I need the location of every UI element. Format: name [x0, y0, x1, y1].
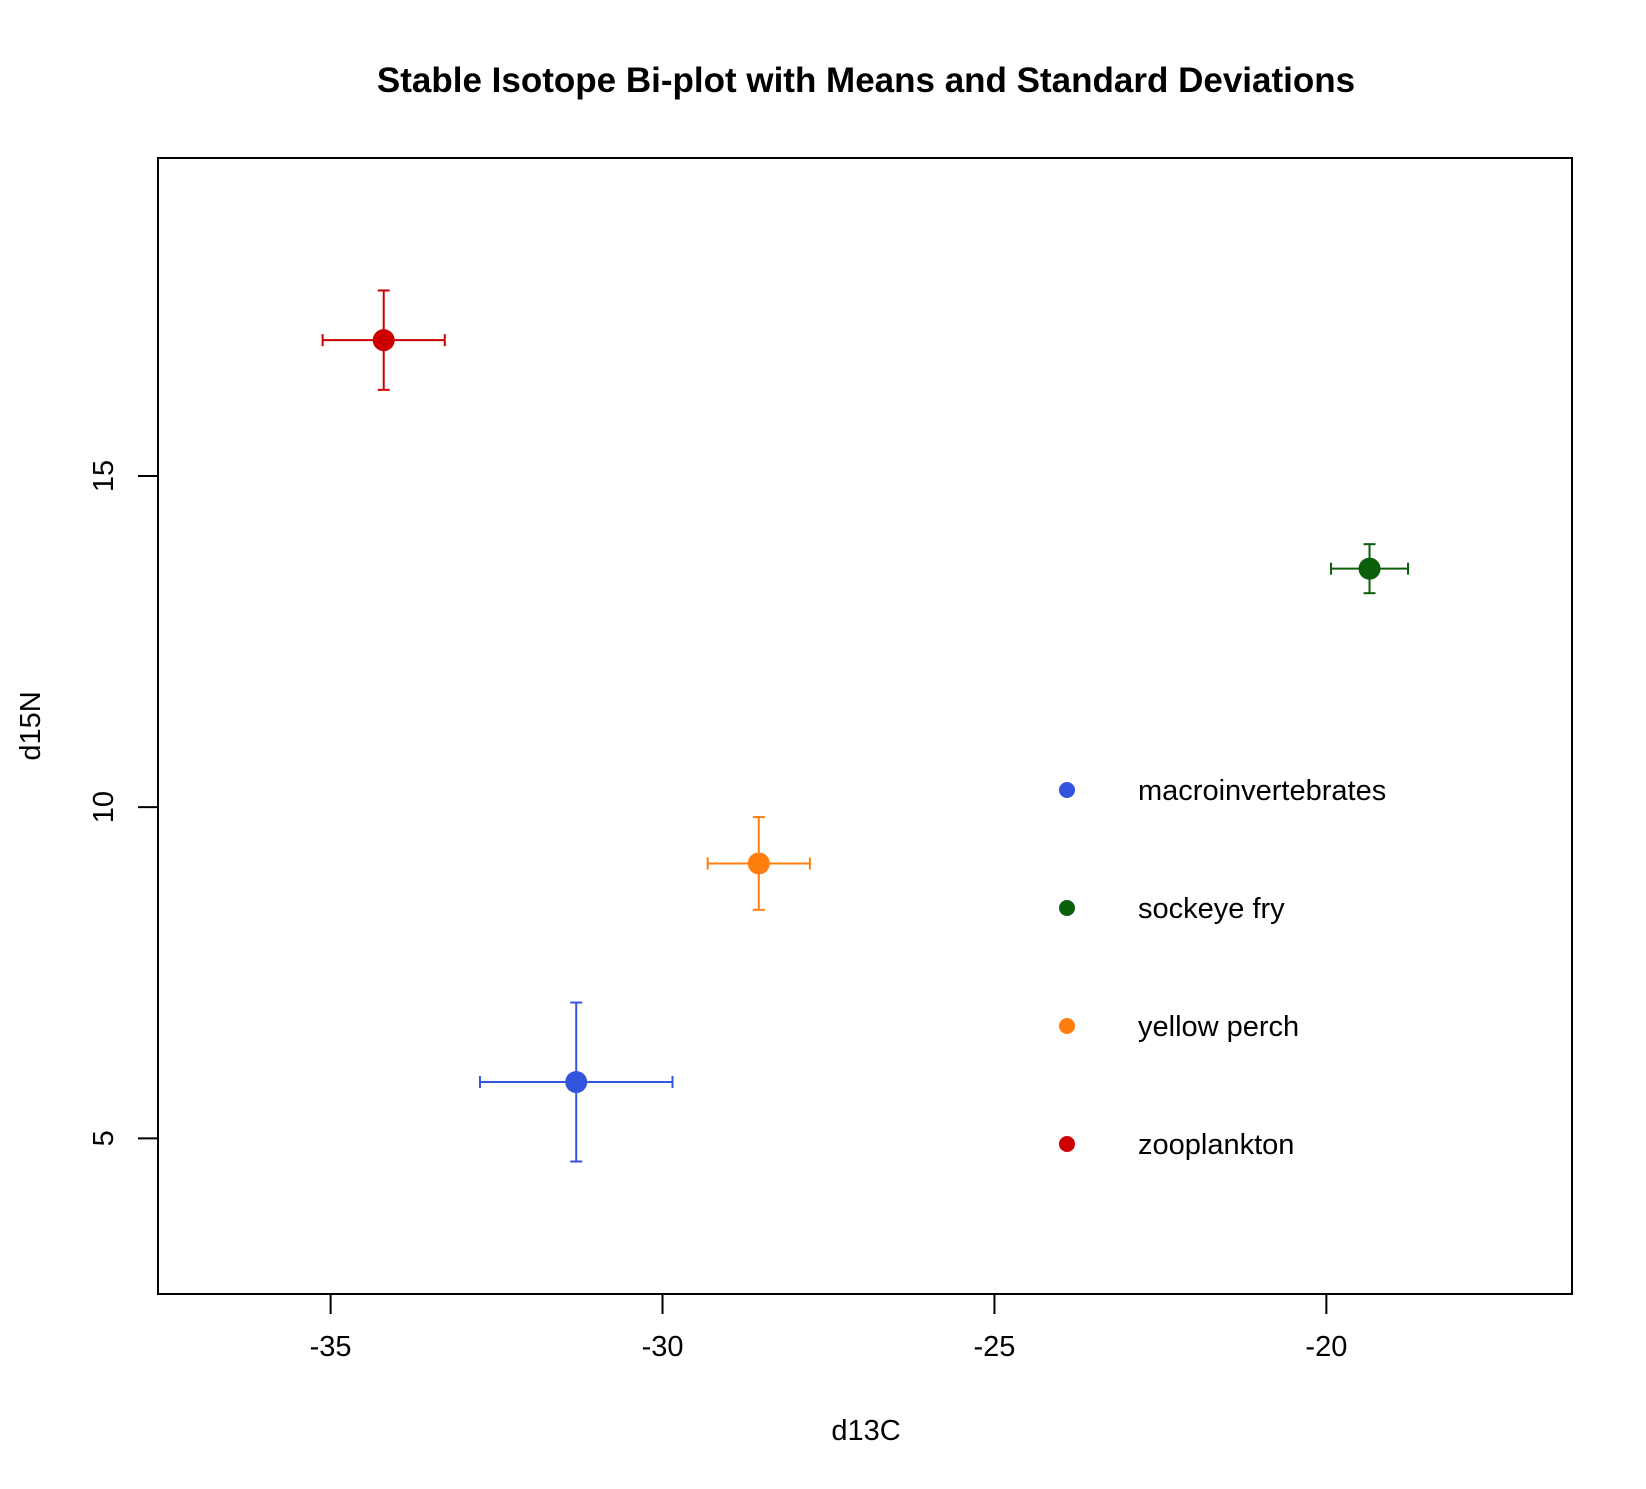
x-axis-label: d13C: [831, 1415, 900, 1447]
legend-label: sockeye fry: [1138, 893, 1285, 925]
series-layer: [321, 289, 1410, 1163]
y-axis: 5 10 15: [88, 460, 159, 1146]
legend-marker: [1059, 1136, 1075, 1152]
legend-label: macroinvertebrates: [1138, 775, 1386, 807]
series-group: [478, 1001, 674, 1163]
series-group: [1330, 543, 1410, 595]
series-group: [321, 289, 446, 391]
y-axis-label: d15N: [15, 691, 47, 760]
plot-frame: [157, 157, 1573, 1295]
mean-point: [372, 329, 395, 352]
legend: macroinvertebrates sockeye fry yellow perc…: [1059, 775, 1386, 1161]
y-tick-label: 15: [88, 460, 120, 492]
mean-point: [747, 852, 770, 875]
y-tick-label: 10: [88, 791, 120, 823]
x-tick-label: -20: [1305, 1331, 1347, 1363]
mean-point: [565, 1071, 588, 1094]
legend-label: yellow perch: [1138, 1011, 1299, 1043]
y-tick-label: 5: [88, 1130, 120, 1146]
series-group: [706, 816, 811, 911]
mean-point: [1358, 557, 1381, 580]
chart-title: Stable Isotope Bi-plot with Means and St…: [377, 61, 1355, 100]
x-axis: -35 -30 -25 -20: [310, 1293, 1347, 1363]
x-tick-label: -25: [973, 1331, 1015, 1363]
legend-marker: [1059, 1018, 1075, 1034]
legend-marker: [1059, 782, 1075, 798]
legend-marker: [1059, 900, 1075, 916]
x-tick-label: -35: [310, 1331, 352, 1363]
x-tick-label: -30: [642, 1331, 684, 1363]
legend-label: zooplankton: [1138, 1129, 1294, 1161]
